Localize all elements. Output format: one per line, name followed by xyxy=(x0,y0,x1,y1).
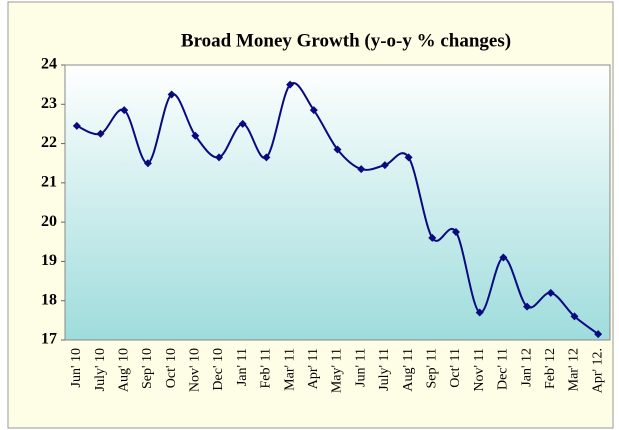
marker xyxy=(96,129,105,138)
marker xyxy=(333,145,342,154)
x-tick-label: Aug' 11 xyxy=(401,348,416,392)
x-tick-label: Sep' 10 xyxy=(140,348,155,389)
marker xyxy=(238,119,247,128)
marker xyxy=(546,288,555,297)
marker xyxy=(262,153,271,162)
plot-area xyxy=(64,64,611,341)
x-tick-label: Dec' 11 xyxy=(496,348,511,390)
x-tick-label: Jun' 10 xyxy=(69,348,84,387)
marker xyxy=(428,233,437,242)
marker xyxy=(594,330,603,339)
x-tick-label: Nov' 10 xyxy=(188,348,203,392)
y-tick-label: 22 xyxy=(41,134,57,151)
marker xyxy=(215,153,224,162)
x-tick-label: Apr' 11 xyxy=(306,348,321,389)
y-tick-label: 17 xyxy=(41,331,57,348)
x-tick-label: Mar' 11 xyxy=(282,348,297,391)
marker xyxy=(357,165,366,174)
title-box xyxy=(105,22,587,60)
x-tick-label: Sep' 11 xyxy=(425,348,440,389)
y-tick-label: 23 xyxy=(41,95,57,112)
x-tick-label: Feb' 12 xyxy=(543,348,558,389)
marker xyxy=(404,153,413,162)
x-tick-label: Jan' 11 xyxy=(235,348,250,386)
x-tick-label: July' 11 xyxy=(377,348,392,391)
chart-title: Broad Money Growth (y-o-y % changes) xyxy=(181,30,511,51)
marker xyxy=(499,253,508,262)
y-tick-label: 24 xyxy=(41,56,57,73)
marker xyxy=(475,308,484,317)
marker xyxy=(286,80,295,89)
marker xyxy=(523,302,532,311)
x-tick-label: Jun' 11 xyxy=(353,348,368,387)
y-tick-label: 19 xyxy=(41,252,57,269)
marker xyxy=(120,106,129,115)
marker xyxy=(451,227,460,236)
x-tick-label: Apr' 12. xyxy=(590,348,605,393)
x-tick-label: Jan' 12 xyxy=(519,348,534,387)
y-tick-label: 21 xyxy=(41,174,57,191)
marker xyxy=(380,161,389,170)
x-tick-label: Oct' 11 xyxy=(448,348,463,388)
y-tick-label: 20 xyxy=(41,213,57,230)
marker xyxy=(143,159,152,168)
marker xyxy=(570,312,579,321)
x-tick-label: Aug' 10 xyxy=(116,348,131,392)
x-tick-label: July' 10 xyxy=(93,348,108,391)
x-tick-label: Feb' 11 xyxy=(259,348,274,389)
x-tick-label: Nov' 11 xyxy=(472,348,487,392)
x-tick-label: Mar' 12 xyxy=(567,348,582,391)
marker xyxy=(191,131,200,140)
marker xyxy=(309,106,318,115)
x-tick-label: May' 11 xyxy=(330,348,345,393)
marker xyxy=(167,90,176,99)
y-tick-label: 18 xyxy=(41,291,57,308)
x-tick-label: Dec' 10 xyxy=(211,348,226,391)
x-tick-label: Oct' 10 xyxy=(164,348,179,388)
marker xyxy=(72,121,81,130)
